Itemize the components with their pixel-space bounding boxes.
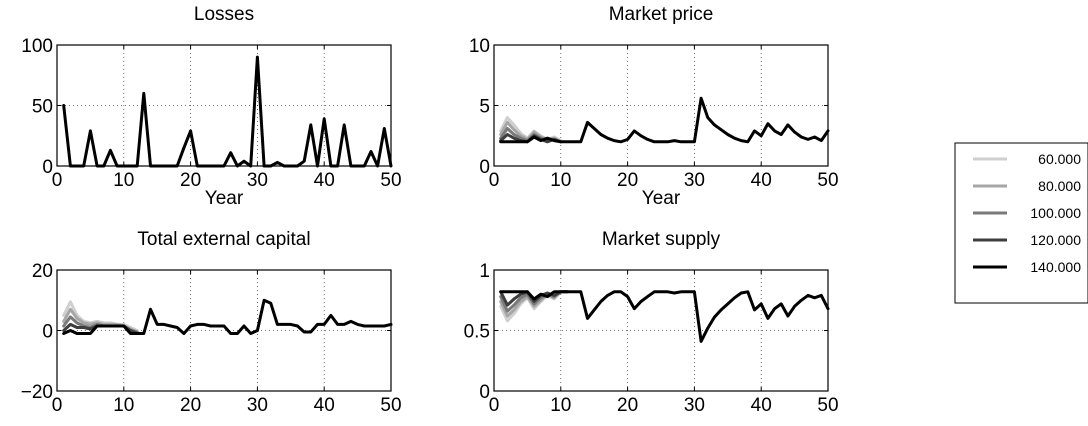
y-tick-label: 20 <box>32 261 53 282</box>
legend-label: 80.000 <box>1038 178 1081 194</box>
x-tick-label: 20 <box>180 170 201 191</box>
y-tick-label: 10 <box>469 36 490 57</box>
series-line <box>499 290 569 307</box>
x-tick-label: 0 <box>489 170 500 191</box>
x-tick-label: 50 <box>817 395 838 416</box>
x-tick-label: 0 <box>489 395 500 416</box>
y-tick-label: 100 <box>21 36 53 57</box>
legend-label: 100.000 <box>1030 205 1081 221</box>
plot-area <box>493 269 829 392</box>
x-axis-label: Year <box>642 188 681 209</box>
x-tick-label: 40 <box>751 395 772 416</box>
chart-title: Losses <box>194 4 254 25</box>
chart-market-price: 0 10 20 30 40 50 0 5 10 Market price Year <box>469 4 839 209</box>
x-tick-label: 20 <box>617 395 638 416</box>
chart-title: Total external capital <box>137 229 310 250</box>
legend-label: 120.000 <box>1030 232 1081 248</box>
x-tick-label: 10 <box>550 170 571 191</box>
chart-losses: 0 10 20 30 40 50 0 50 100 Losses Year <box>21 4 401 209</box>
y-tick-label: −20 <box>21 382 53 403</box>
plot-area <box>56 269 392 392</box>
series-line <box>499 96 830 144</box>
y-tick-label: 0 <box>42 157 53 178</box>
y-tick-label: 0.5 <box>464 322 490 343</box>
series-line <box>62 298 393 335</box>
x-tick-label: 30 <box>684 395 705 416</box>
x-tick-label: 10 <box>113 395 134 416</box>
x-axis-label: Year <box>205 188 244 209</box>
x-tick-label: 40 <box>314 170 335 191</box>
x-tick-label: 30 <box>247 170 268 191</box>
chart-market-supply: 0 10 20 30 40 50 0 0.5 1 Market supply <box>464 229 839 416</box>
x-tick-label: 20 <box>180 395 201 416</box>
y-tick-label: 0 <box>42 322 53 343</box>
chart-title: Market supply <box>602 229 721 250</box>
x-tick-label: 30 <box>684 170 705 191</box>
x-tick-label: 40 <box>314 395 335 416</box>
y-tick-label: 1 <box>479 261 490 282</box>
legend-label: 60.000 <box>1038 151 1081 167</box>
x-tick-label: 50 <box>380 170 401 191</box>
legend: 60.000 80.000 100.000 120.000 140.000 <box>954 142 1088 304</box>
legend-label: 140.000 <box>1030 259 1081 275</box>
series-line <box>62 55 393 168</box>
y-tick-label: 0 <box>479 157 490 178</box>
plot-area <box>56 44 392 167</box>
x-tick-label: 0 <box>52 170 63 191</box>
x-tick-label: 50 <box>817 170 838 191</box>
x-tick-label: 40 <box>751 170 772 191</box>
x-tick-label: 10 <box>113 170 134 191</box>
legend-box <box>954 142 1088 304</box>
x-tick-label: 50 <box>380 395 401 416</box>
x-tick-label: 20 <box>617 170 638 191</box>
plot-area <box>493 44 829 167</box>
y-tick-label: 50 <box>32 97 53 118</box>
chart-title: Market price <box>609 4 714 25</box>
x-tick-label: 10 <box>550 395 571 416</box>
y-tick-label: 5 <box>479 97 490 118</box>
x-tick-label: 0 <box>52 395 63 416</box>
y-tick-label: 0 <box>479 382 490 403</box>
x-tick-label: 30 <box>247 395 268 416</box>
series-line <box>499 290 830 343</box>
